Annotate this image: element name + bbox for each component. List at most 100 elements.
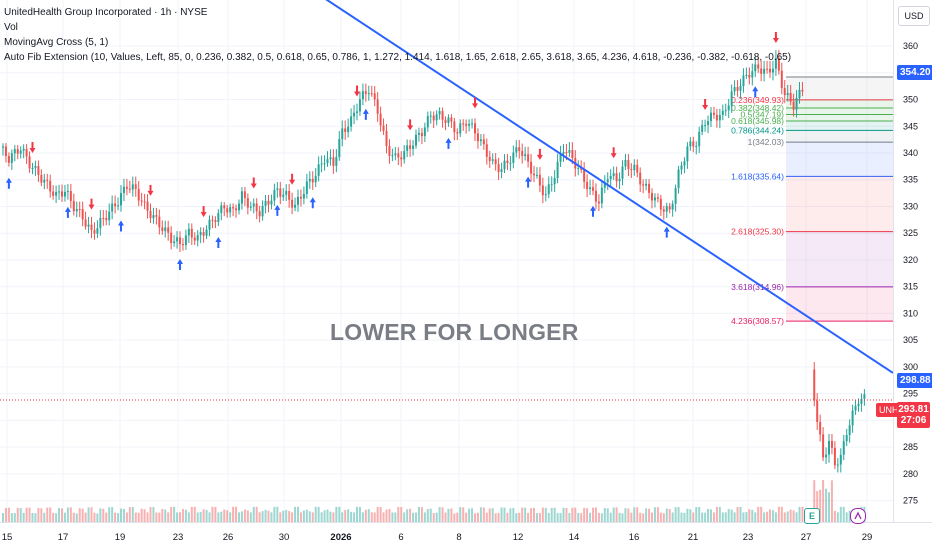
sell-arrow-icon [702, 99, 709, 111]
fib-label: 0.5(347.19) [741, 110, 785, 120]
volume-bar [229, 512, 232, 522]
time-axis-label: 19 [115, 532, 126, 543]
candle-body [229, 207, 232, 213]
volume-bar [63, 512, 66, 522]
candle-body [541, 185, 544, 196]
fib-top-price-tag: 354.20 [897, 65, 932, 80]
price-axis-label: 305 [903, 335, 918, 345]
volume-bar [412, 512, 415, 522]
candle-body [488, 156, 491, 161]
time-axis-label: 27 [801, 532, 812, 543]
time-axis-label: 17 [58, 532, 69, 543]
candle-body [833, 447, 836, 466]
candle-body [506, 160, 509, 164]
earnings-event-icon[interactable]: E [804, 508, 820, 524]
fib-zone [786, 114, 893, 122]
fib-label: 0.236(349.93) [731, 95, 784, 105]
chart-annotation: LOWER FOR LONGER [330, 319, 579, 345]
volume-bar [659, 512, 662, 522]
candle-body [317, 164, 320, 176]
volume-bar [465, 512, 468, 522]
candle-body [450, 117, 453, 122]
candle-body [161, 227, 164, 232]
volume-bar [648, 508, 651, 522]
candle-body [830, 440, 833, 448]
candle-body [252, 203, 255, 207]
candle-body [28, 156, 31, 169]
volume-bar [500, 507, 503, 522]
candle-body [75, 209, 78, 212]
buy-arrow-icon [445, 137, 452, 149]
volume-bar [792, 510, 795, 522]
candle-body [594, 190, 597, 202]
candle-body [718, 115, 721, 121]
candle-body [350, 116, 353, 127]
volume-bar [81, 508, 84, 522]
candle-body [426, 116, 429, 128]
buy-arrow-icon [274, 204, 281, 216]
candle-body [689, 141, 692, 147]
candle-body [845, 435, 848, 442]
candle-body [332, 157, 335, 166]
volume-bar [308, 511, 311, 522]
currency-button[interactable]: USD [898, 6, 930, 26]
sell-arrow-icon [147, 184, 154, 196]
candle-body [214, 220, 217, 222]
candle-body [364, 91, 367, 94]
candle-body [851, 410, 854, 426]
candle-body [235, 208, 238, 211]
candle-body [373, 93, 376, 100]
volume-bar [31, 512, 34, 522]
volume-bar [698, 506, 701, 522]
candle-body [72, 200, 75, 212]
last-price-tag: 293.81 27:06 [897, 402, 930, 428]
candle-body [273, 189, 276, 201]
volume-bar [285, 509, 288, 522]
candle-body [205, 229, 208, 236]
volume-bar [43, 512, 46, 522]
candle-body [412, 145, 415, 149]
volume-bar [757, 506, 760, 522]
volume-bar [205, 509, 208, 522]
candle-body [220, 205, 223, 213]
candle-body [586, 181, 589, 190]
candle-body [146, 201, 149, 211]
volume-bar [769, 509, 771, 522]
volume-bar [524, 507, 527, 522]
volume-bar [294, 506, 297, 522]
volume-bar [314, 506, 317, 522]
volume-bar [594, 507, 597, 522]
volume-bar [232, 506, 235, 522]
dividend-event-icon[interactable] [850, 508, 866, 524]
volume-bar [102, 508, 105, 522]
candle-body [13, 149, 16, 154]
volume-bar [243, 509, 246, 522]
volume-bar [4, 507, 7, 522]
volume-bar [462, 507, 465, 522]
candle-body [648, 183, 651, 193]
volume-bar [574, 507, 577, 522]
candle-body [568, 150, 571, 153]
buy-arrow-icon [362, 108, 369, 120]
candle-body [798, 89, 801, 98]
candle-body [789, 92, 792, 102]
candle-body [494, 159, 497, 165]
time-axis-label: 14 [569, 532, 580, 543]
candle-body [822, 434, 825, 458]
volume-bar [46, 507, 49, 522]
candle-body [571, 150, 574, 159]
candle-body [603, 182, 606, 188]
fib-label: 2.618(325.30) [731, 227, 784, 237]
volume-bar [692, 512, 695, 522]
volume-bar [565, 508, 568, 522]
volume-bar [131, 507, 134, 522]
volume-bar [488, 508, 491, 522]
candle-body [842, 441, 845, 455]
candle-body [476, 133, 479, 142]
candle-body [589, 187, 592, 190]
volume-bar [208, 512, 211, 522]
volume-bar [19, 508, 22, 522]
sell-arrow-icon [354, 85, 360, 97]
